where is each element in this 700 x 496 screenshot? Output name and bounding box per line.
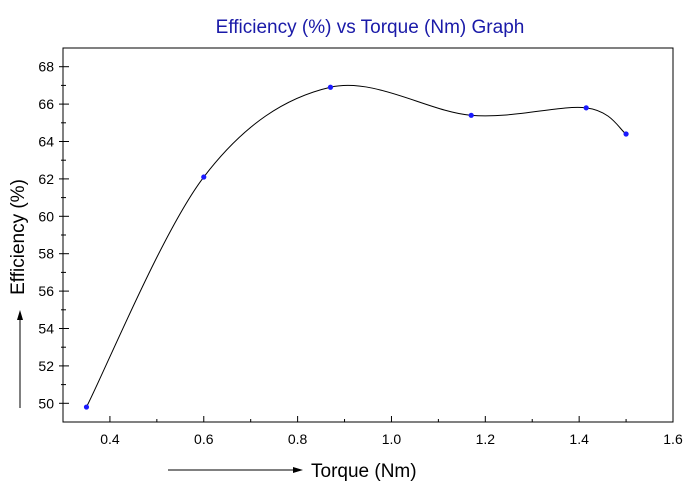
data-point [83, 404, 90, 410]
x-tick-label: 0.4 [100, 431, 120, 447]
plot-frame [62, 47, 674, 423]
data-point [327, 84, 334, 90]
y-tick-label: 50 [38, 395, 54, 411]
y-tick-label: 62 [38, 171, 54, 187]
x-tick-label: 0.6 [194, 431, 214, 447]
y-axis-title: Efficiency (%) [8, 179, 29, 295]
y-tick-label: 58 [38, 246, 54, 262]
x-axis-arrowhead [293, 467, 303, 473]
y-tick-label: 56 [38, 283, 54, 299]
x-tick-label: 1.4 [569, 431, 589, 447]
x-tick-label: 1.0 [382, 431, 402, 447]
y-axis-arrowhead [17, 310, 23, 320]
data-point [468, 112, 474, 118]
x-axis: 0.4 0.6 0.8 1.0 1.2 1.4 1.6 [62, 416, 683, 447]
y-tick-label: 66 [38, 96, 54, 112]
y-tick-label: 60 [38, 208, 54, 224]
y-tick-label: 54 [38, 321, 54, 337]
data-point [201, 174, 207, 180]
chart-title: Efficiency (%) vs Torque (Nm) Graph [216, 17, 525, 38]
y-tick-label: 64 [38, 134, 54, 150]
y-tick-label: 68 [38, 59, 54, 75]
data-point [583, 105, 589, 111]
data-points [83, 84, 629, 410]
y-tick-label: 52 [38, 358, 54, 374]
x-tick-label: 0.8 [288, 431, 308, 447]
series-line [86, 84, 627, 408]
data-point [623, 131, 629, 137]
y-axis: 50 52 54 56 58 60 62 64 66 68 [38, 59, 69, 411]
x-axis-title: Torque (Nm) [311, 461, 417, 482]
x-tick-label: 1.6 [663, 431, 683, 447]
x-tick-label: 1.2 [476, 431, 496, 447]
